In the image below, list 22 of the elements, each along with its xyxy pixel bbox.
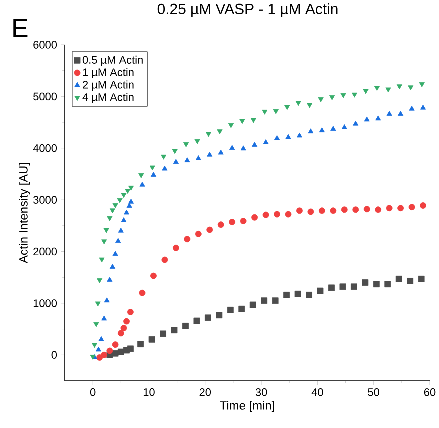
legend-label: 1 µM Actin [83,68,134,79]
x-axis-title: Time [min] [220,401,274,412]
x-tick-label: 60 [424,388,436,396]
chart-title: 0.25 µM VASP - 1 µM Actin [158,4,338,18]
y-tick-label: 6000 [34,41,58,49]
x-tick-label: 10 [144,388,155,396]
y-tick-label: 3000 [34,196,58,204]
y-tick-label: 2000 [34,248,58,256]
y-tick-label: 4000 [33,144,58,152]
y-axis-title: Actin Intensity [AU] [19,163,30,264]
y-tick-label: 5000 [34,92,58,101]
x-tick-label: 0 [90,388,96,396]
y-tick-label: 0 [52,351,58,360]
legend-label: 0.5 µM Actin [82,56,143,66]
text: E [14,20,28,38]
x-tick-label: 20 [200,388,212,396]
x-tick-label: 50 [368,388,380,396]
x-tick-label: 30 [256,388,268,396]
y-tick-label: 1000 [34,300,58,308]
legend-label: 4 µM Actin [82,93,134,104]
x-tick-label: 40 [312,388,324,396]
legend-label: 2 µM Actin [83,80,134,91]
